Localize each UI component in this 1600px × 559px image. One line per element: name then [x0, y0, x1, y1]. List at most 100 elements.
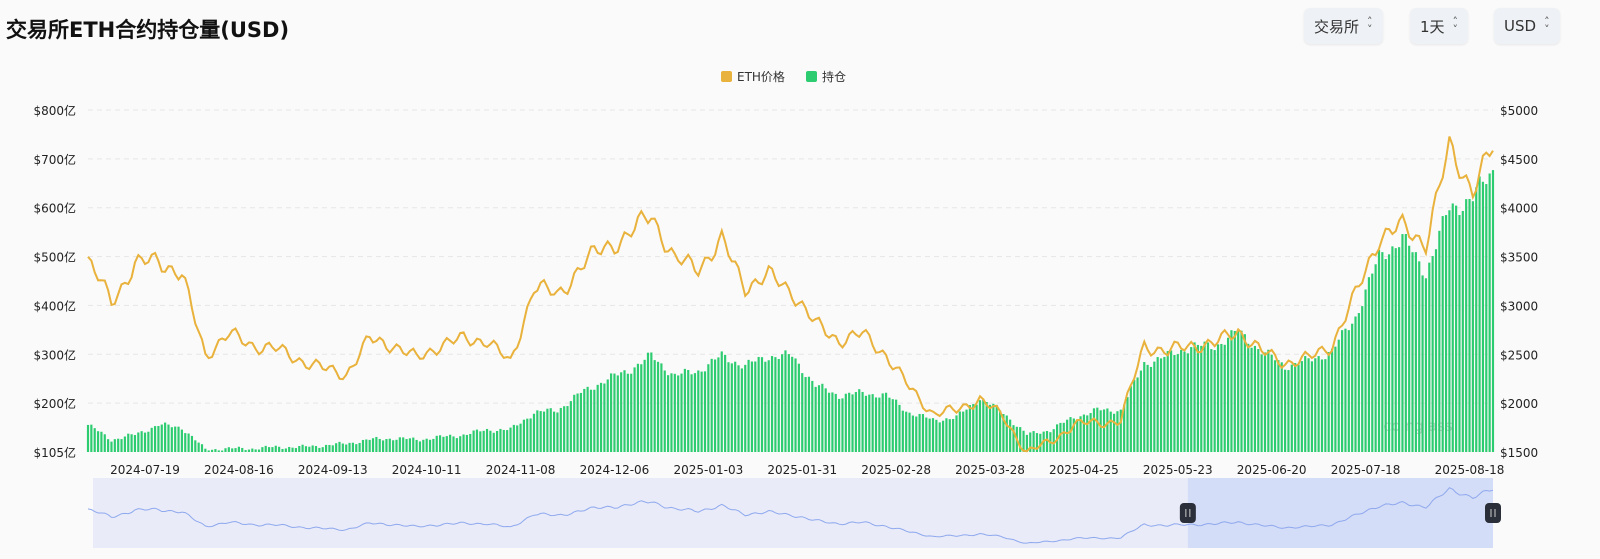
oi-bar: [1257, 349, 1260, 452]
oi-bar: [455, 438, 458, 452]
legend-swatch-price: [721, 71, 732, 82]
oi-bar: [469, 433, 472, 452]
oi-bar: [603, 383, 606, 452]
oi-bar: [254, 449, 257, 452]
legend-label-price[interactable]: ETH价格: [737, 69, 785, 84]
oi-bar: [606, 379, 609, 452]
oi-bar: [1066, 419, 1069, 452]
oi-bar: [730, 363, 733, 452]
oi-bar: [1421, 275, 1424, 452]
legend-label-oi[interactable]: 持仓: [822, 69, 846, 84]
oi-bar: [831, 392, 834, 452]
oi-bar: [955, 415, 958, 452]
oi-bar: [1176, 354, 1179, 452]
y-right-tick: $2000: [1500, 397, 1538, 411]
oi-bar: [402, 437, 405, 452]
oi-bar: [556, 412, 559, 452]
y-right-tick: $1500: [1500, 446, 1538, 460]
oi-bar: [683, 368, 686, 452]
legend: ETH价格 持仓: [721, 69, 846, 84]
oi-bar: [1186, 353, 1189, 452]
oi-bar: [113, 439, 116, 452]
oi-bar: [358, 442, 361, 452]
oi-bar: [1029, 432, 1032, 452]
oi-bar: [398, 437, 401, 452]
oi-bar: [1133, 379, 1136, 452]
oi-bar: [1045, 431, 1049, 452]
oi-bar: [610, 373, 613, 452]
oi-bar: [110, 441, 113, 452]
oi-bar: [616, 375, 619, 452]
oi-bar: [130, 434, 133, 452]
oi-bar: [318, 447, 321, 452]
oi-bar: [392, 440, 395, 452]
oi-bar: [1471, 201, 1474, 452]
navigator-selection[interactable]: [1187, 478, 1493, 548]
oi-bar: [767, 360, 770, 452]
oi-bar: [133, 435, 137, 452]
oi-bar: [626, 373, 629, 452]
oi-bar: [646, 352, 650, 452]
currency-select[interactable]: USD ˄ ˅: [1494, 8, 1560, 44]
x-tick: 2024-11-08: [486, 463, 556, 477]
oi-bar: [1059, 422, 1062, 452]
oi-bar: [1314, 358, 1317, 452]
oi-bar: [781, 354, 784, 452]
oi-bar: [1076, 419, 1079, 452]
oi-bar: [1401, 234, 1404, 452]
oi-bar: [1099, 410, 1102, 452]
oi-bar: [559, 407, 562, 452]
oi-bar: [227, 447, 230, 452]
oi-bar: [1411, 252, 1414, 452]
y-left-tick: $300亿: [33, 347, 76, 362]
oi-bar: [720, 351, 723, 452]
oi-bar: [834, 393, 837, 452]
oi-bar: [623, 370, 626, 452]
oi-bar: [267, 447, 271, 452]
oi-bar: [1002, 414, 1005, 452]
oi-bar: [1170, 350, 1173, 452]
oi-bar: [522, 419, 526, 452]
oi-bar: [1123, 404, 1126, 452]
navigator-handle-right[interactable]: [1485, 503, 1501, 523]
oi-bar: [86, 424, 90, 452]
oi-bar: [117, 438, 120, 452]
oi-bar: [1143, 362, 1146, 452]
oi-bar: [1260, 354, 1263, 452]
oi-bar: [972, 404, 975, 452]
oi-bar: [140, 431, 143, 452]
navigator-handle-left[interactable]: [1179, 503, 1196, 523]
oi-bar: [459, 436, 462, 452]
oi-bar: [1253, 345, 1257, 452]
oi-bar: [985, 401, 988, 452]
navigator[interactable]: [87, 478, 1501, 548]
exchange-select[interactable]: 交易所 ˄ ˅: [1304, 8, 1383, 44]
oi-bar: [137, 432, 140, 452]
oi-bar: [576, 393, 579, 452]
oi-bar: [1116, 411, 1119, 452]
oi-bar: [573, 394, 576, 452]
oi-bar: [100, 431, 103, 452]
oi-bar: [998, 410, 1002, 452]
oi-bar: [1475, 187, 1478, 452]
oi-bar: [224, 448, 227, 452]
interval-select-label: 1天: [1420, 17, 1445, 36]
oi-bar: [650, 352, 653, 452]
oi-bar: [653, 360, 656, 452]
oi-bar: [777, 358, 780, 452]
oi-bar: [1351, 323, 1354, 452]
oi-bar: [120, 439, 123, 452]
oi-bar: [1327, 352, 1330, 452]
y-left-tick: $105亿: [33, 445, 76, 460]
oi-bar: [938, 422, 941, 452]
oi-bar: [593, 389, 596, 452]
chevron-updown-icon: ˄ ˅: [1367, 15, 1373, 36]
x-tick: 2025-01-31: [767, 463, 837, 477]
oi-bar: [1287, 370, 1290, 452]
oi-bar: [861, 391, 864, 452]
oi-bar: [895, 399, 898, 452]
interval-select[interactable]: 1天 ˄ ˅: [1410, 8, 1469, 44]
oi-bar: [636, 363, 640, 452]
oi-bar: [294, 448, 297, 452]
oi-bar: [1096, 407, 1099, 452]
